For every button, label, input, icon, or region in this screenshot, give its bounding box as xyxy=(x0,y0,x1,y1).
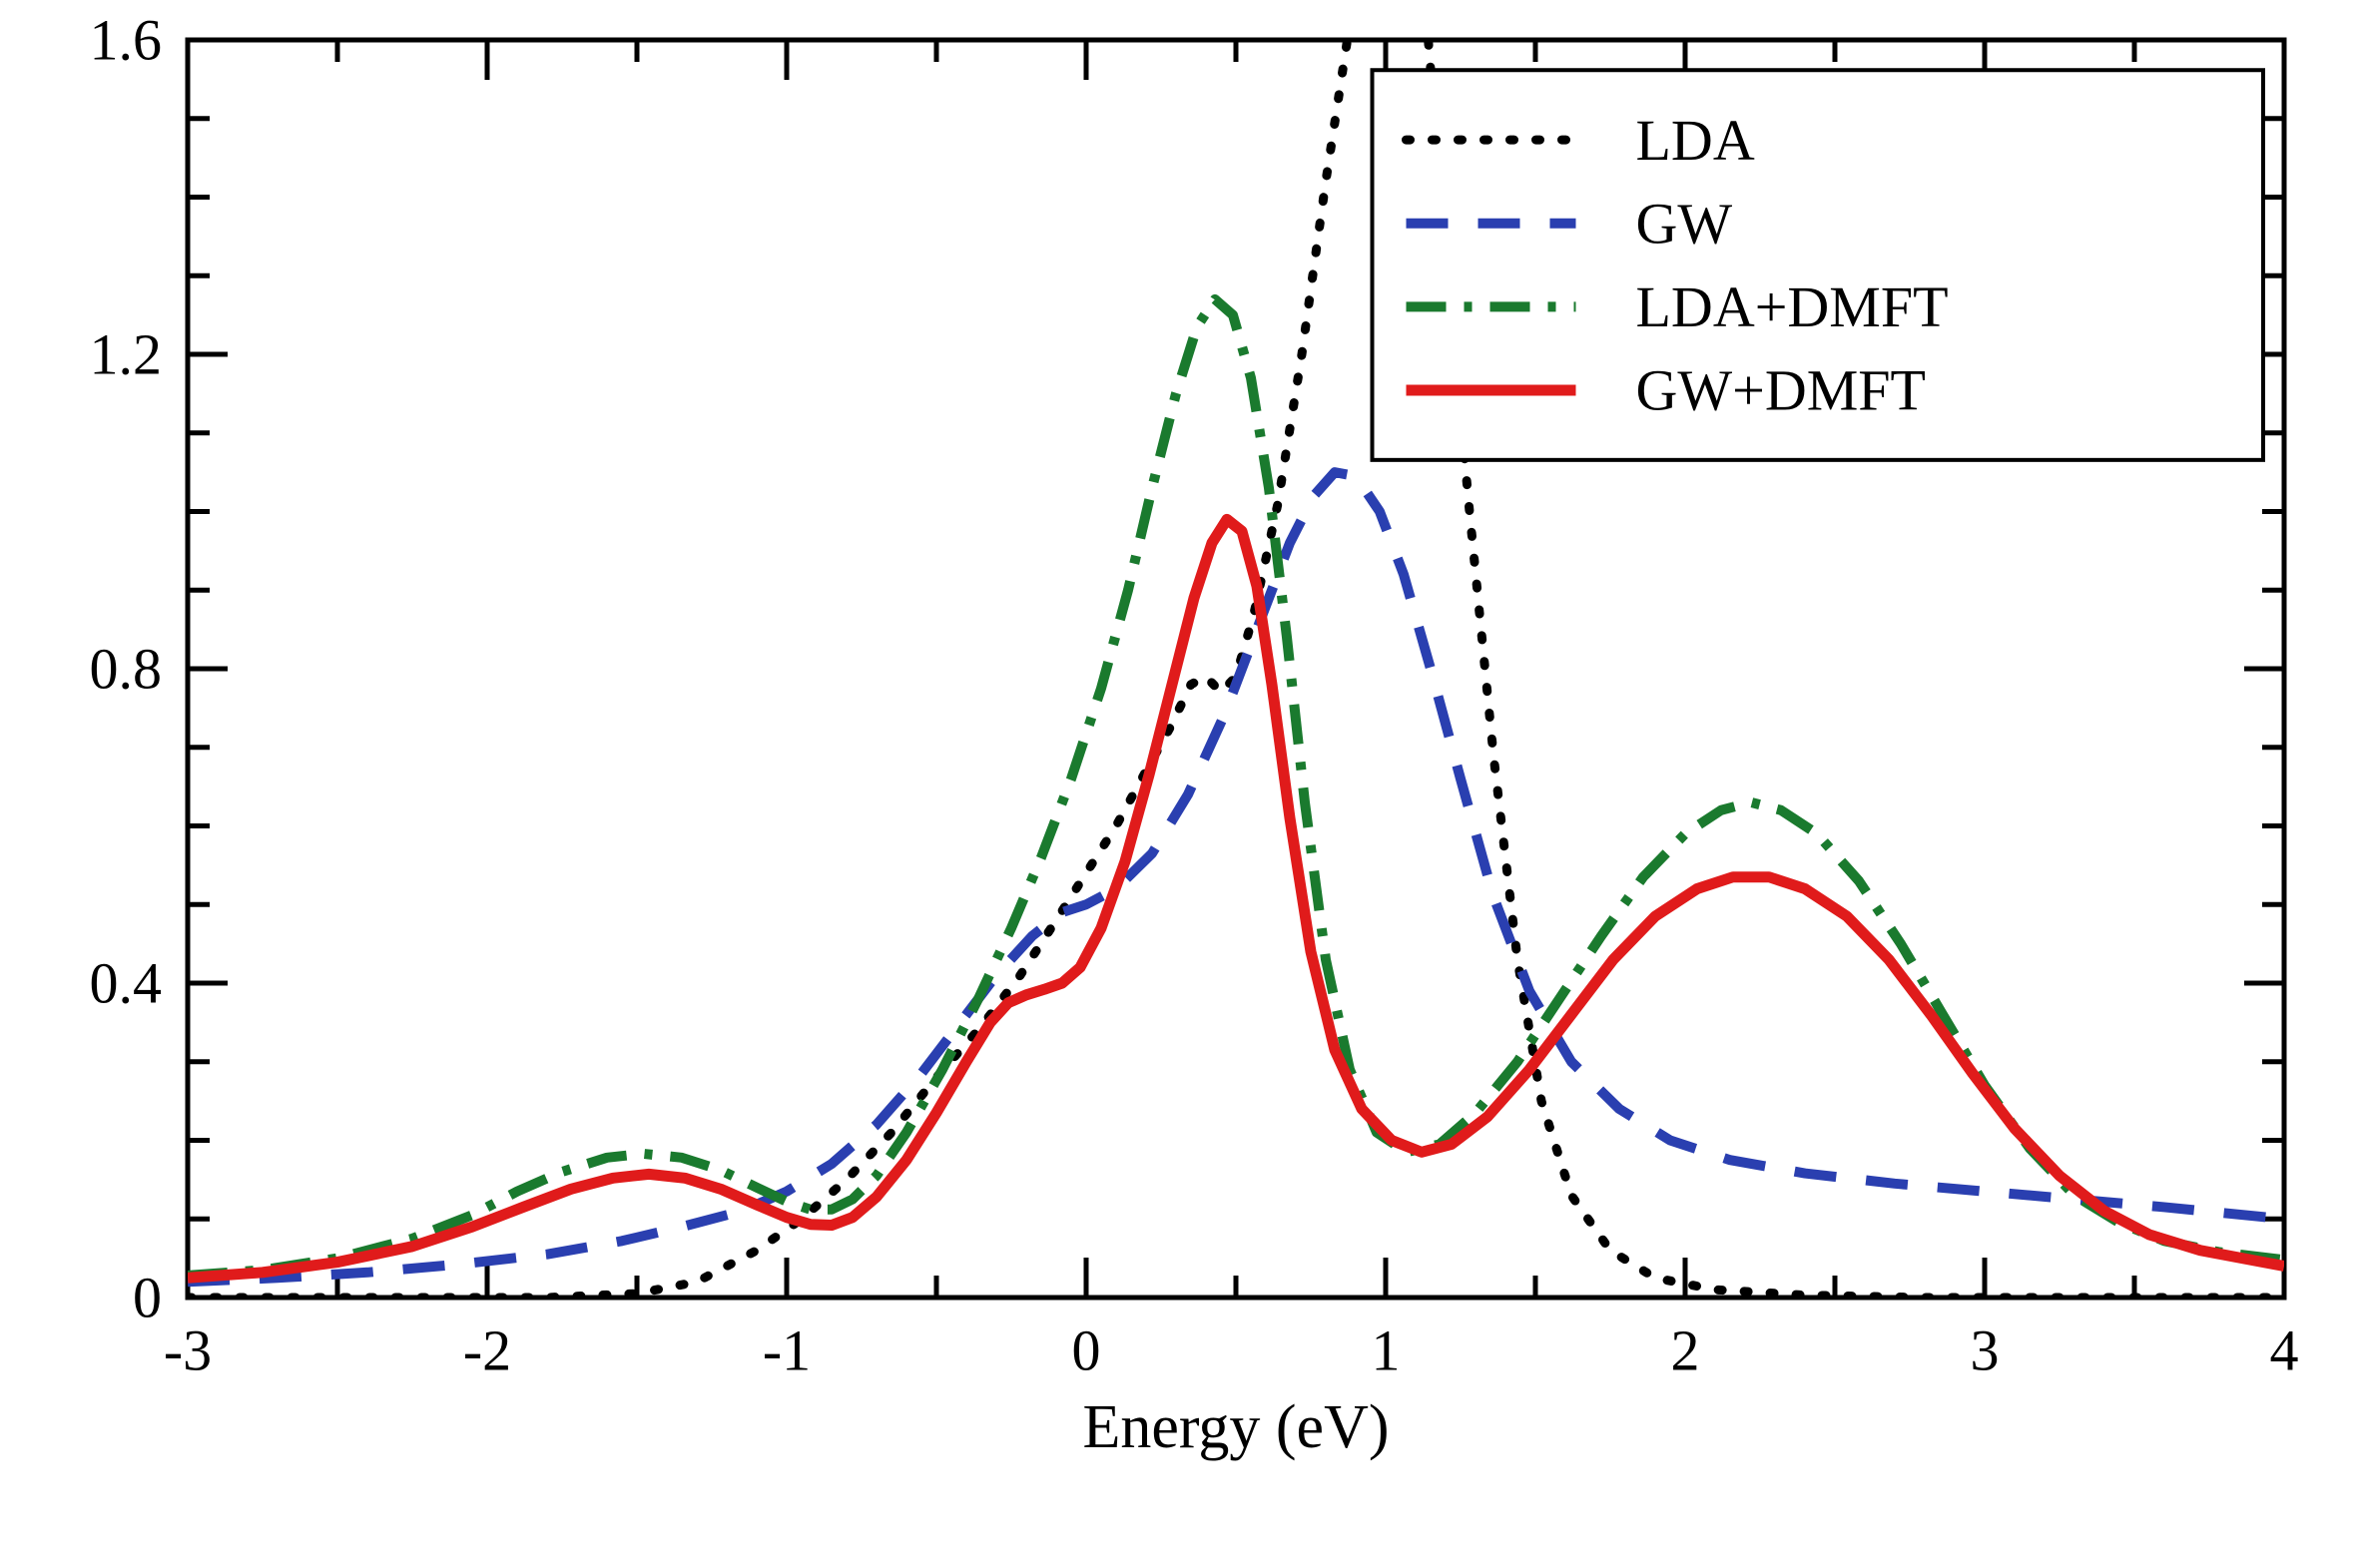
series-gw xyxy=(188,472,2284,1282)
xtick-label: 2 xyxy=(1671,1318,1700,1383)
xtick-label: 1 xyxy=(1372,1318,1401,1383)
legend: LDA GW LDA+DMFT GW+DMFT xyxy=(1373,70,2264,460)
x-axis-label: Energy (eV) xyxy=(1082,1393,1389,1461)
xtick-label: -2 xyxy=(463,1318,511,1383)
ytick-label: 0.8 xyxy=(90,637,163,702)
ytick-label: 1.2 xyxy=(90,322,163,387)
xtick-label: 3 xyxy=(1971,1318,2000,1383)
legend-label-gw_dmft: GW+DMFT xyxy=(1636,358,1926,423)
spectral-function-chart: -3 -2 -1 0 1 2 3 4 0 0.4 0.8 1.2 1.6 Energy (eV) LDA GW… xyxy=(0,0,2364,1568)
xtick-label: 4 xyxy=(2270,1318,2299,1383)
legend-label-lda: LDA xyxy=(1636,108,1755,173)
ytick-label: 1.6 xyxy=(90,8,163,73)
xtick-label: -3 xyxy=(164,1318,212,1383)
xtick-label: 0 xyxy=(1072,1318,1101,1383)
series-gw_dmft xyxy=(188,519,2284,1278)
ytick-label: 0 xyxy=(133,1266,162,1330)
legend-label-gw: GW xyxy=(1636,191,1733,256)
xtick-label: -1 xyxy=(763,1318,811,1383)
legend-label-lda_dmft: LDA+DMFT xyxy=(1636,274,1949,339)
ytick-label: 0.4 xyxy=(90,951,163,1016)
